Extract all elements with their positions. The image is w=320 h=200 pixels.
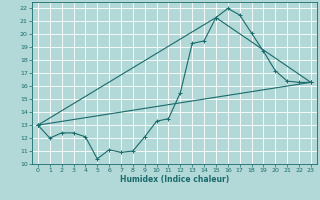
X-axis label: Humidex (Indice chaleur): Humidex (Indice chaleur) <box>120 175 229 184</box>
